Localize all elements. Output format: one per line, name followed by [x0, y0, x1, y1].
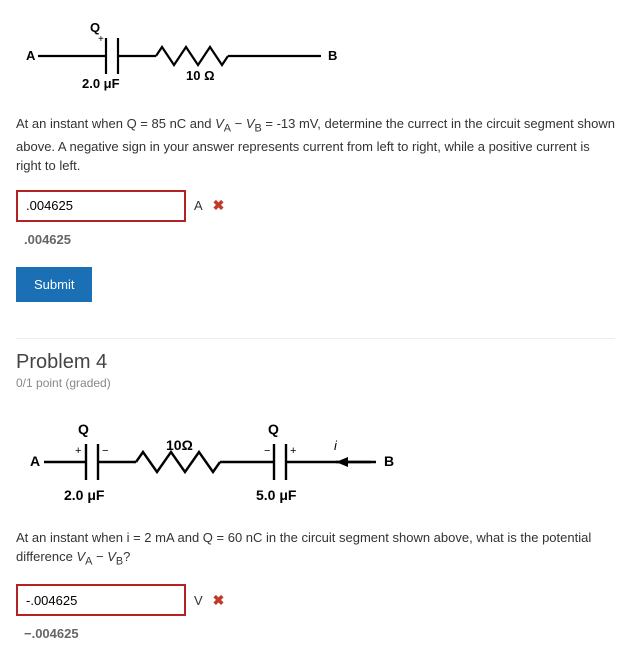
- label-plus3: +: [290, 445, 296, 457]
- circuit-diagram-1: A B Q + 10 Ω 2.0 μF: [16, 16, 615, 96]
- divider: [16, 338, 615, 339]
- problem-title: Problem 4: [16, 351, 615, 374]
- label-cap1: 2.0 μF: [64, 487, 105, 503]
- question-text-1: At an instant when Q = 85 nC and VA − VB…: [16, 114, 615, 176]
- label-plus: +: [98, 34, 104, 45]
- label-A2: A: [30, 453, 40, 469]
- label-res: 10 Ω: [186, 68, 215, 83]
- label-B2: B: [384, 453, 394, 469]
- label-i: i: [334, 438, 338, 453]
- label-Q2: Q: [268, 421, 279, 437]
- label-res2: 10Ω: [166, 437, 193, 453]
- wrong-icon: ✖: [213, 197, 225, 214]
- label-B: B: [328, 48, 337, 63]
- wrong-icon-2: ✖: [213, 592, 225, 609]
- answer-unit-1: A: [194, 198, 203, 213]
- answer-unit-2: V: [194, 593, 203, 608]
- answer-input-2[interactable]: [16, 584, 186, 616]
- circuit-diagram-2: A B Q + − Q − + 10Ω i 2.0 μF 5.0 μF: [16, 410, 615, 510]
- label-plus2: +: [75, 445, 81, 457]
- label-cap2: 5.0 μF: [256, 487, 297, 503]
- previous-answer-1: .004625: [16, 228, 615, 251]
- points-label: 0/1 point (graded): [16, 376, 615, 390]
- label-Q1: Q: [78, 421, 89, 437]
- label-Q: Q: [90, 20, 100, 35]
- submit-button[interactable]: Submit: [16, 267, 92, 302]
- answer-input-1[interactable]: [16, 190, 186, 222]
- previous-answer-2: −.004625: [16, 622, 615, 645]
- label-minus3: −: [264, 445, 270, 457]
- question-text-2: At an instant when i = 2 mA and Q = 60 n…: [16, 528, 615, 570]
- label-minus2: −: [102, 445, 108, 457]
- label-cap: 2.0 μF: [82, 76, 120, 91]
- label-A: A: [26, 48, 36, 63]
